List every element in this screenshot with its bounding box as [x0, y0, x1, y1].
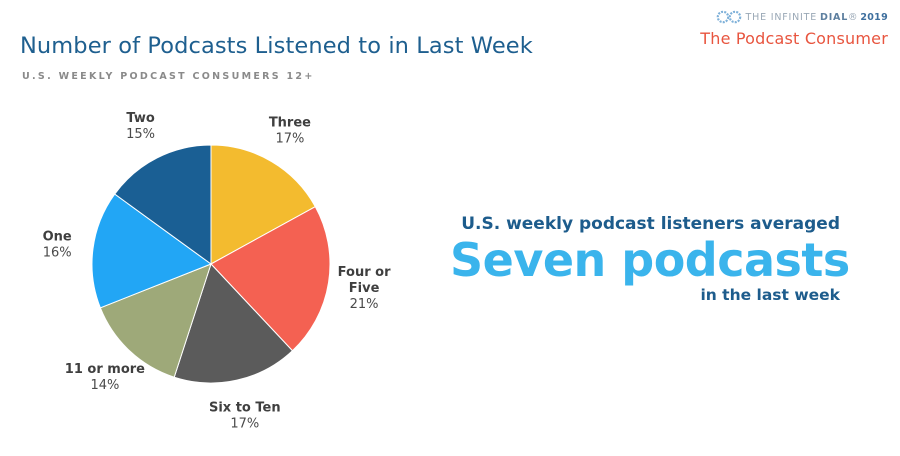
- pie-label-11-or-more: 11 or more 14%: [65, 362, 145, 393]
- pie-label-one: One 16%: [43, 229, 72, 260]
- chart-title: Number of Podcasts Listened to in Last W…: [20, 33, 533, 59]
- callout-line3: in the last week: [700, 286, 840, 305]
- pie-chart: Three 17%Four or Five 21%Six to Ten 17%11 or…: [43, 110, 391, 431]
- callout-headline: Seven podcasts: [450, 233, 850, 287]
- chart-subtitle: U.S. WEEKLY PODCAST CONSUMERS 12+: [22, 71, 315, 82]
- pie-label-text: Five: [349, 281, 380, 296]
- pie-label-percent: 21%: [350, 297, 379, 312]
- pie-label-text: Four or: [338, 265, 391, 280]
- callout-line1: U.S. weekly podcast listeners averaged: [461, 214, 840, 234]
- brand-the: THE: [745, 11, 767, 23]
- pie-label-percent: 17%: [275, 131, 304, 146]
- pie-label-two: Two 15%: [126, 110, 155, 141]
- pie-label-percent: 16%: [43, 245, 72, 260]
- pie-slice-one: [91, 193, 213, 309]
- pie-label-three: Three 17%: [269, 115, 311, 146]
- pie-label-text: Two: [126, 110, 154, 125]
- pie-slice-11-or-more: [99, 263, 212, 378]
- pie-slice-six-to-ten: [173, 263, 294, 384]
- brand-dial: DIAL: [820, 11, 849, 23]
- brand-registered: ®: [848, 11, 859, 23]
- pie-label-text: Three: [269, 115, 311, 130]
- pie-label-four-or-five: Four or Five 21%: [338, 265, 391, 312]
- pie-slice-two: [114, 144, 212, 265]
- brand-year: 2019: [860, 11, 888, 23]
- infinite-dial-logo-icon: [716, 10, 742, 24]
- pie-label-text: 11 or more: [65, 362, 145, 377]
- pie-label-text: Six to Ten: [209, 400, 281, 415]
- report-title: The Podcast Consumer: [700, 29, 888, 48]
- pie-label-percent: 14%: [90, 378, 119, 393]
- callout: U.S. weekly podcast listeners averaged S…: [450, 214, 850, 305]
- pie-label-text: One: [43, 229, 72, 244]
- brand-infinite: INFINITE: [770, 11, 818, 23]
- brand-block: THE INFINITE DIAL ® 2019 The Podcast Consum…: [700, 10, 888, 48]
- pie-label-six-to-ten: Six to Ten 17%: [209, 400, 281, 431]
- pie-slice-four-or-five: [210, 205, 331, 352]
- pie-label-percent: 15%: [126, 126, 155, 141]
- pie-label-percent: 17%: [230, 416, 259, 431]
- pie-slice-three: [210, 144, 316, 265]
- brand-logo-line: THE INFINITE DIAL ® 2019: [700, 10, 888, 24]
